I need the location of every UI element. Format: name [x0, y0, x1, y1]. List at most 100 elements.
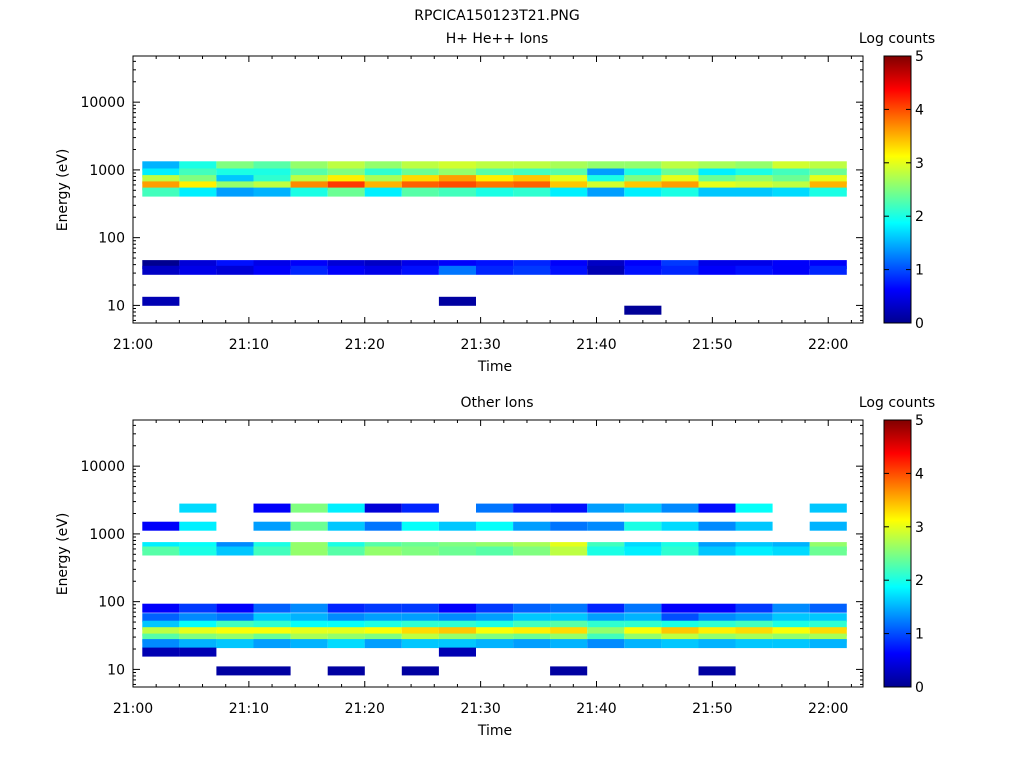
x-tick-label: 21:30 — [460, 337, 500, 353]
heatmap-cell — [179, 613, 217, 623]
heatmap-cell — [253, 603, 291, 613]
heatmap-cell — [550, 161, 588, 171]
heatmap-cell — [587, 260, 625, 270]
heatmap-cell — [809, 633, 847, 643]
heatmap-cell — [142, 633, 180, 643]
heatmap-cell — [661, 546, 699, 556]
heatmap-cell — [550, 521, 588, 531]
heatmap-cell — [735, 187, 773, 197]
heatmap-cell — [624, 620, 662, 630]
heatmap-cell — [142, 296, 180, 306]
colorbar-tick-label: 2 — [915, 209, 924, 225]
heatmap-cell — [698, 521, 736, 531]
heatmap-cell — [809, 546, 847, 556]
heatmap-cell — [624, 503, 662, 513]
heatmap-cell — [179, 260, 217, 270]
heatmap-cell — [587, 613, 625, 623]
colorbar-tick-label: 2 — [915, 573, 924, 589]
heatmap-cell — [290, 633, 328, 643]
x-tick-label: 21:10 — [229, 701, 269, 717]
x-tick-label: 22:00 — [808, 701, 848, 717]
heatmap-cell — [735, 181, 773, 191]
heatmap-cell — [624, 181, 662, 191]
heatmap-cell — [735, 620, 773, 630]
heatmap-cell — [401, 546, 439, 556]
heatmap-cell — [661, 620, 699, 630]
heatmap-cell — [809, 503, 847, 513]
heatmap-cell — [438, 175, 476, 185]
heatmap-cell — [364, 175, 402, 185]
x-tick-label: 21:50 — [692, 337, 732, 353]
colorbar-tick-label: 1 — [915, 263, 924, 279]
heatmap-cell — [809, 265, 847, 275]
heatmap-cell — [476, 620, 514, 630]
heatmap-cell — [772, 613, 810, 623]
heatmap-cell — [550, 503, 588, 513]
heatmap-cell — [513, 175, 551, 185]
heatmap-cell — [253, 503, 291, 513]
heatmap-cell — [438, 639, 476, 649]
heatmap-cell — [364, 521, 402, 531]
panel-bottom-plot-frame — [132, 419, 864, 688]
heatmap-cell — [476, 603, 514, 613]
heatmap-cell — [624, 521, 662, 531]
heatmap-cell — [809, 521, 847, 531]
heatmap-cell — [735, 639, 773, 649]
panel-bottom-colorbar-label: Log counts — [859, 395, 935, 411]
heatmap-cell — [772, 633, 810, 643]
heatmap-cell — [587, 627, 625, 637]
heatmap-cell — [698, 265, 736, 275]
heatmap-cell — [661, 613, 699, 623]
heatmap-cell — [216, 620, 254, 630]
heatmap-cell — [401, 603, 439, 613]
heatmap-cell — [327, 175, 365, 185]
heatmap-cell — [513, 620, 551, 630]
heatmap-cell — [624, 603, 662, 613]
heatmap-cell — [364, 265, 402, 275]
heatmap-cell — [401, 260, 439, 270]
panel-bottom-y-axis: 10 100 1000 10000 — [80, 424, 863, 685]
heatmap-cell — [142, 175, 180, 185]
heatmap-cell — [698, 613, 736, 623]
y-tick-label: 10000 — [80, 95, 125, 111]
heatmap-cell — [364, 620, 402, 630]
heatmap-cell — [809, 175, 847, 185]
heatmap-cell — [661, 503, 699, 513]
heatmap-cell — [142, 603, 180, 613]
heatmap-cell — [550, 175, 588, 185]
heatmap-cell — [698, 627, 736, 637]
heatmap-cell — [476, 627, 514, 637]
heatmap-cell — [661, 265, 699, 275]
heatmap-cell — [772, 181, 810, 191]
heatmap-cell — [624, 260, 662, 270]
heatmap-cell — [438, 627, 476, 637]
heatmap-cell — [772, 260, 810, 270]
heatmap-cell — [624, 265, 662, 275]
heatmap-cell — [476, 639, 514, 649]
heatmap-cell — [476, 503, 514, 513]
heatmap-cell — [550, 168, 588, 178]
heatmap-cell — [179, 627, 217, 637]
heatmap-cell — [438, 265, 476, 275]
heatmap-cell — [327, 546, 365, 556]
heatmap-cell — [364, 181, 402, 191]
panel-top: H+ He++ Ions Log counts 21:00 21:10 21:20 2… — [55, 31, 935, 375]
heatmap-cell — [476, 546, 514, 556]
heatmap-cell — [809, 161, 847, 171]
heatmap-cell — [772, 161, 810, 171]
heatmap-cell — [513, 161, 551, 171]
heatmap-cell — [179, 175, 217, 185]
heatmap-cell — [179, 181, 217, 191]
heatmap-cell — [438, 168, 476, 178]
heatmap-cell — [179, 546, 217, 556]
heatmap-cell — [513, 633, 551, 643]
heatmap-cell — [364, 161, 402, 171]
heatmap-cell — [327, 627, 365, 637]
heatmap-cell — [513, 603, 551, 613]
heatmap-cell — [735, 603, 773, 613]
heatmap-cell — [290, 521, 328, 531]
heatmap-cell — [142, 161, 180, 171]
heatmap-cell — [735, 175, 773, 185]
heatmap-cell — [772, 603, 810, 613]
heatmap-cell — [364, 627, 402, 637]
